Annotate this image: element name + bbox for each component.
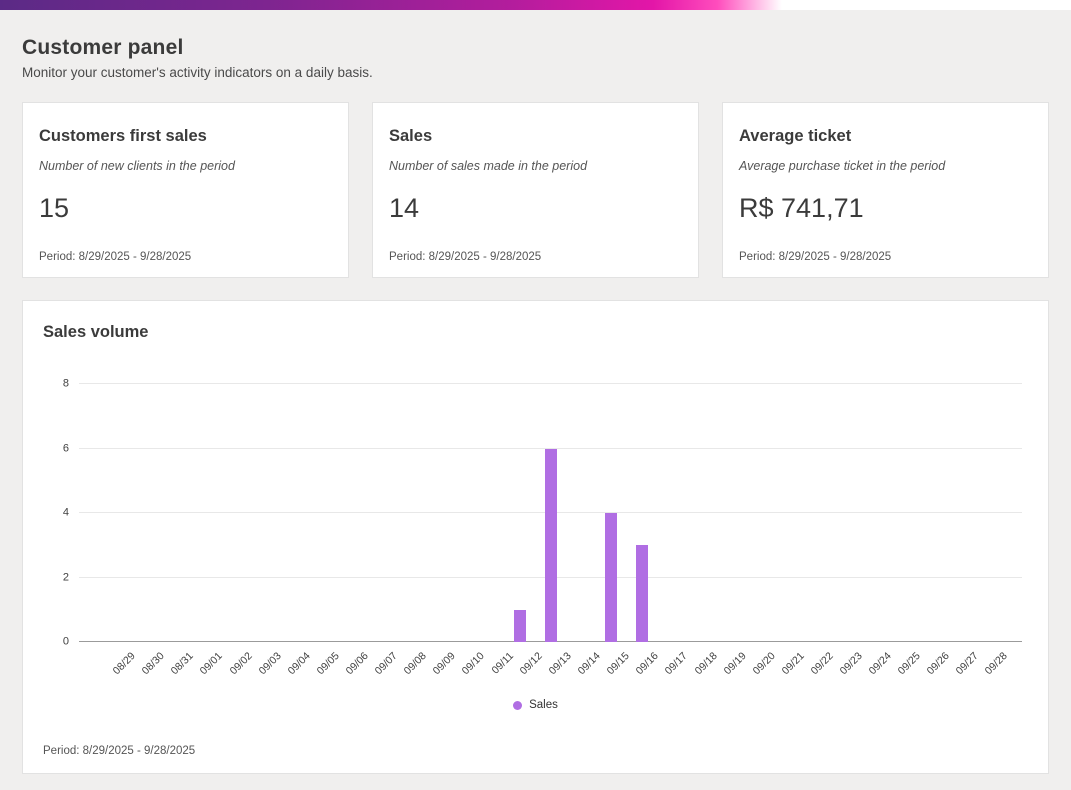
card-subtitle: Average purchase ticket in the period: [739, 159, 946, 173]
bar-column: [687, 384, 717, 642]
legend-label: Sales: [529, 699, 558, 711]
page-subtitle: Monitor your customer's activity indicat…: [22, 65, 373, 80]
card-period: Period: 8/29/2025 - 9/28/2025: [389, 251, 542, 263]
bar-column: [931, 384, 961, 642]
bar-column: [627, 384, 657, 642]
x-tick-label: 09/28: [982, 650, 1010, 678]
gridline: [79, 447, 1022, 449]
bar-column: [840, 384, 870, 642]
card-value: 14: [389, 193, 420, 223]
card-title: Sales: [389, 127, 433, 145]
card-period: Period: 8/29/2025 - 9/28/2025: [739, 251, 892, 263]
bar-column: [535, 384, 565, 642]
chart-legend-item[interactable]: Sales: [43, 699, 1028, 711]
card-subtitle: Number of new clients in the period: [39, 159, 235, 173]
gridline: [79, 383, 1022, 384]
sales-bar-09/13[interactable]: [544, 448, 557, 642]
chart-period: Period: 8/29/2025 - 9/28/2025: [43, 745, 196, 757]
chart-plot-wrapper: 0 2 4 6 8 08/29 08/30 08/31 09/01 09/02 09/03 09/0…: [63, 378, 1022, 691]
card-customers-first-sales: Customers first sales Number of new clie…: [22, 102, 349, 278]
card-period: Period: 8/29/2025 - 9/28/2025: [39, 251, 192, 263]
bar-column: [79, 384, 109, 642]
sales-bar-09/15[interactable]: [605, 513, 618, 642]
bar-column: [718, 384, 748, 642]
y-tick-label: 8: [62, 377, 69, 390]
y-tick-label: 6: [62, 442, 69, 454]
x-axis-labels: 08/29 08/30 08/31 09/01 09/02 09/03 09/04 09/05…: [111, 645, 1016, 691]
card-title: Customers first sales: [39, 127, 207, 145]
bar-column: [992, 384, 1022, 642]
bar-column: [870, 384, 900, 642]
page-content: Customer panel Monitor your customer's a…: [0, 10, 1071, 790]
bar-column: [170, 384, 200, 642]
y-tick-label: 4: [62, 506, 69, 519]
bar-column: [140, 384, 170, 642]
sales-bar-09/12[interactable]: [514, 609, 527, 642]
bars-row: [79, 384, 1022, 642]
plot-area: 0 2 4 6 8: [63, 378, 1022, 647]
sales-bar-09/16[interactable]: [635, 545, 648, 642]
bar-column: [474, 384, 504, 642]
bar-column: [444, 384, 474, 642]
card-title: Average ticket: [739, 127, 852, 145]
bar-column: [809, 384, 839, 642]
bar-column: [566, 384, 596, 642]
bar-column: [262, 384, 292, 642]
y-tick-label: 2: [62, 571, 69, 583]
chart-title: Sales volume: [43, 323, 149, 341]
bar-column: [201, 384, 231, 642]
bar-column: [779, 384, 809, 642]
y-tick-label: 0: [62, 635, 69, 648]
top-accent-gradient-bar: [0, 0, 1071, 10]
bar-column: [961, 384, 991, 642]
card-value: 15: [39, 193, 70, 223]
bar-column: [505, 384, 535, 642]
sales-volume-chart-card: Sales volume 0 2 4 6 8 08/29 08/30 08/31 09/01 0…: [22, 300, 1049, 774]
bar-column: [900, 384, 930, 642]
card-average-ticket: Average ticket Average purchase ticket i…: [722, 102, 1049, 278]
bar-column: [322, 384, 352, 642]
card-subtitle: Number of sales made in the period: [389, 159, 588, 173]
bar-column: [292, 384, 322, 642]
legend-color-dot: [513, 700, 523, 710]
card-value: R$ 741,71: [739, 193, 864, 223]
bar-column: [231, 384, 261, 642]
bar-column: [353, 384, 383, 642]
bar-column: [596, 384, 626, 642]
bar-column: [657, 384, 687, 642]
bar-column: [748, 384, 778, 642]
bar-column: [383, 384, 413, 642]
bar-column: [414, 384, 444, 642]
bar-column: [109, 384, 139, 642]
page-title: Customer panel: [22, 36, 184, 59]
kpi-cards-row: Customers first sales Number of new clie…: [22, 102, 1049, 278]
card-sales: Sales Number of sales made in the period…: [372, 102, 699, 278]
